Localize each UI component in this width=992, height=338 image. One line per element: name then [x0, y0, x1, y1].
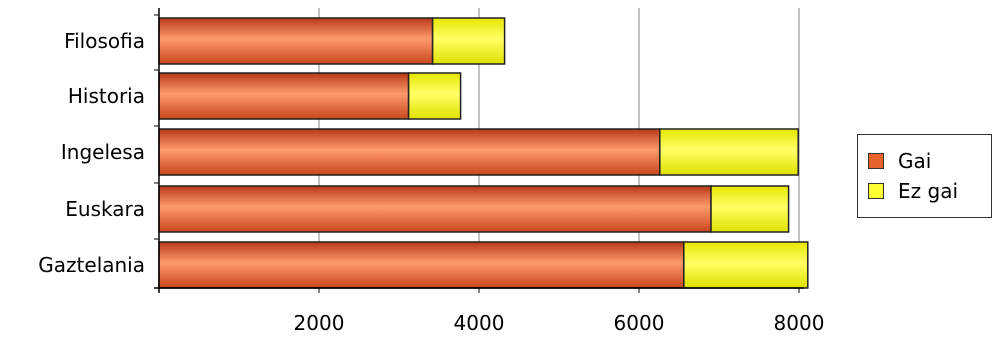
category-label-gaztelania: Gaztelania	[38, 253, 145, 277]
bar-gai-historia	[158, 72, 410, 120]
legend-item-ez-gai: Ez gai	[868, 179, 958, 203]
bar-ez-gai-ingelesa	[659, 128, 799, 176]
category-label-filosofia: Filosofia	[64, 29, 145, 53]
x-tick-label-4000: 4000	[454, 311, 505, 335]
bar-ez-gai-filosofia	[431, 17, 506, 65]
legend-swatch-ez-gai	[868, 183, 884, 199]
category-label-euskara: Euskara	[65, 197, 145, 221]
legend-label-ez-gai: Ez gai	[898, 179, 958, 203]
legend-label-gai: Gai	[898, 149, 932, 173]
legend-item-gai: Gai	[868, 149, 931, 173]
bar-ez-gai-historia	[407, 72, 462, 120]
x-axis-ticks: 2000 4000 6000 8000	[294, 288, 825, 335]
x-tick-label-8000: 8000	[774, 311, 825, 335]
category-label-historia: Historia	[68, 84, 145, 108]
bars	[158, 17, 809, 289]
bar-gai-gaztelania	[158, 241, 685, 289]
bar-ez-gai-euskara	[710, 185, 790, 233]
bar-gai-euskara	[158, 185, 712, 233]
bar-ez-gai-gaztelania	[683, 241, 809, 289]
legend-swatch-gai	[868, 153, 884, 169]
category-label-ingelesa: Ingelesa	[61, 140, 145, 164]
bar-gai-filosofia	[158, 17, 434, 65]
x-tick-label-6000: 6000	[614, 311, 665, 335]
bar-gai-ingelesa	[158, 128, 661, 176]
legend: Gai Ez gai	[857, 134, 992, 218]
y-axis-labels: Filosofia Historia Ingelesa Euskara Gaztelan…	[38, 29, 145, 277]
x-tick-label-2000: 2000	[294, 311, 345, 335]
